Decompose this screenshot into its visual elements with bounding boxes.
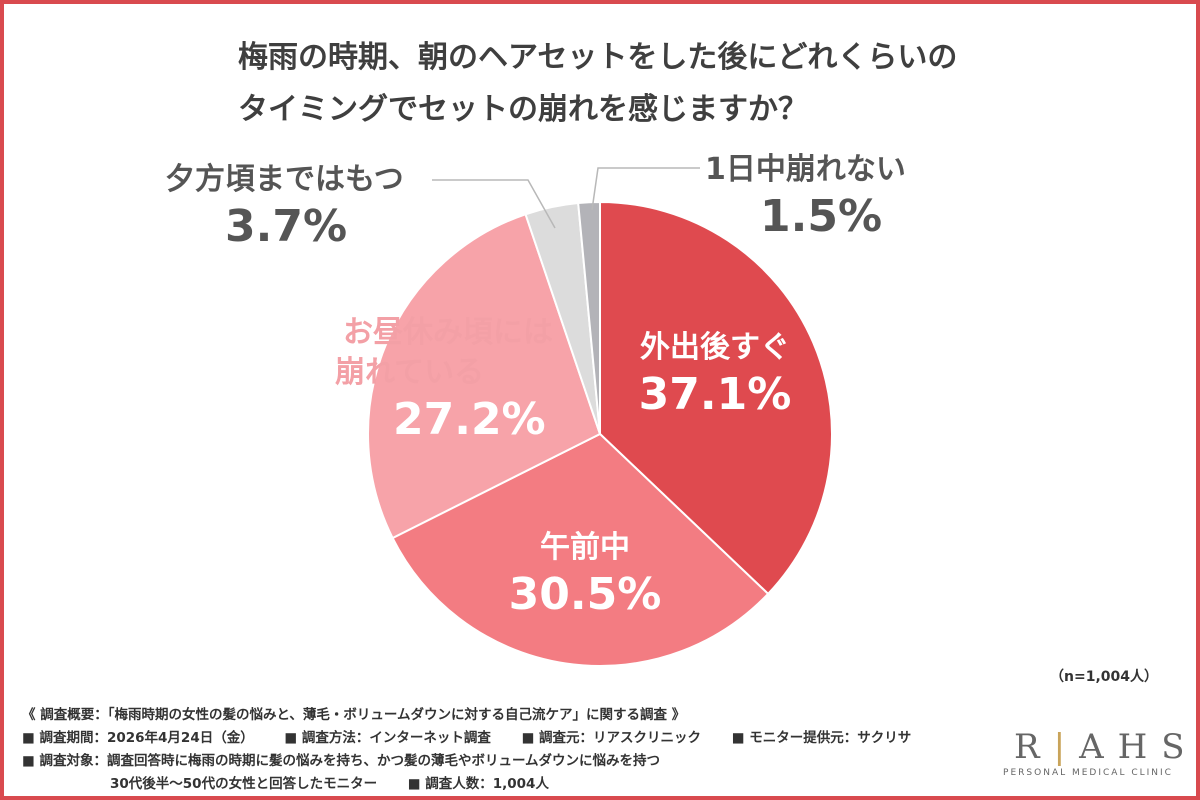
slice-label-right-after: 外出後すぐ 37.1% xyxy=(615,328,815,422)
slice-pct-all-day: 1.5% xyxy=(760,191,883,242)
slice-name-morning: 午前中 xyxy=(540,530,630,565)
slice-name-lunch-line-1: お昼休み頃には xyxy=(343,315,553,350)
logo-mark-right: AHS xyxy=(1079,727,1199,767)
logo-mark-bar: | xyxy=(1053,727,1080,767)
logo-subtitle: PERSONAL MEDICAL CLINIC xyxy=(1003,768,1173,778)
chart-title-line-1: 梅雨の時期、朝のヘアセットをした後にどれくらいの xyxy=(238,40,958,75)
chart-title-line-2: タイミングでセットの崩れを感じますか？ xyxy=(238,92,808,127)
logo-mark-left: R xyxy=(1014,727,1054,767)
survey-target-cont: 30代後半〜50代の女性と回答したモニター xyxy=(110,776,378,792)
slice-name-right-after: 外出後すぐ xyxy=(640,330,790,365)
slice-name-evening: 夕方頃まではもつ xyxy=(165,162,404,197)
survey-source: ■ 調査元：リアスクリニック xyxy=(521,730,702,746)
survey-notes: 《 調査概要：「梅雨時期の女性の髪の悩みと、薄毛・ボリュームダウンに対する自己流… xyxy=(22,704,911,796)
survey-title: 《 調査概要：「梅雨時期の女性の髪の悩みと、薄毛・ボリュームダウンに対する自己流… xyxy=(22,707,686,723)
slice-pct-right-after: 37.1% xyxy=(638,369,792,420)
slice-all-day xyxy=(577,200,601,435)
logo-mark: R|AHS xyxy=(1000,727,1185,767)
survey-info-row: ■ 調査期間：2026年4月24日（金） ■ 調査方法：インターネット調査 ■ … xyxy=(22,727,911,750)
slice-name-lunch-line-2: 崩れている xyxy=(335,355,485,390)
leader-line-evening xyxy=(432,179,556,229)
survey-target-cont-row: 30代後半〜50代の女性と回答したモニター ■ 調査人数：1,004人 xyxy=(22,773,911,796)
slice-label-lunch: お昼休み頃には 崩れている 27.2% xyxy=(335,313,565,447)
survey-provider: ■ モニター提供元：サクリサ xyxy=(731,730,912,746)
slice-name-all-day: 1日中崩れない xyxy=(705,152,906,187)
survey-target: ■ 調査対象：調査回答時に梅雨の時期に髪の悩みを持ち、かつ髪の薄毛やボリュームダ… xyxy=(22,753,661,769)
slice-label-all-day: 1日中崩れない 1.5% xyxy=(705,150,925,244)
sample-size-note: （n=1,004人） xyxy=(1050,669,1158,685)
slice-label-morning: 午前中 30.5% xyxy=(485,528,685,622)
clinic-logo: R|AHS PERSONAL MEDICAL CLINIC xyxy=(1000,727,1185,778)
survey-method: ■ 調査方法：インターネット調査 xyxy=(284,730,491,746)
slice-lunch xyxy=(367,213,602,540)
slice-pct-lunch: 27.2% xyxy=(393,394,546,445)
chart-title: 梅雨の時期、朝のヘアセットをした後にどれくらいの タイミングでセットの崩れを感じ… xyxy=(238,32,1058,136)
slice-right-after xyxy=(599,200,833,596)
slice-pct-morning: 30.5% xyxy=(508,569,662,620)
survey-count: ■ 調査人数：1,004人 xyxy=(407,776,549,792)
leader-line-all-day xyxy=(591,167,700,211)
slice-pct-evening: 3.7% xyxy=(225,201,348,252)
slice-label-evening: 夕方頃まではもつ 3.7% xyxy=(165,160,425,254)
survey-period: ■ 調査期間：2026年4月24日（金） xyxy=(22,730,254,746)
